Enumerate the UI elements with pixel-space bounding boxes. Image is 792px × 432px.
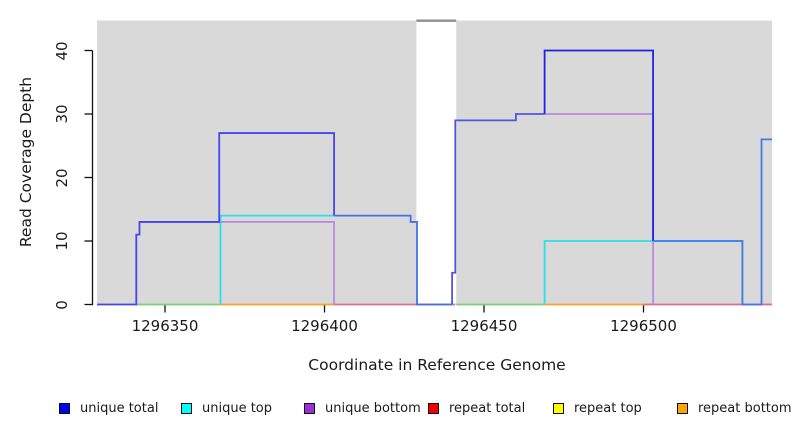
coverage-plot-canvas <box>84 19 773 313</box>
legend-item-repeat-bottom: repeat bottom <box>677 399 792 417</box>
legend-item-unique-total: unique total <box>59 399 158 417</box>
legend-label: unique top <box>202 400 273 416</box>
x-axis-title: Coordinate in Reference Genome <box>308 356 566 374</box>
y-tick-label: 40 <box>53 40 71 61</box>
plot-background-panel <box>456 20 773 306</box>
legend-label: repeat top <box>574 400 642 416</box>
legend-swatch-icon <box>181 402 192 414</box>
unique-total-seg5-line <box>653 138 773 306</box>
unique-top-left-line <box>219 214 335 305</box>
legend-item-unique-bottom: unique bottom <box>304 399 421 417</box>
legend-swatch-icon <box>428 402 439 414</box>
x-tick-label: 1296450 <box>450 317 518 335</box>
legend-item-unique-top: unique top <box>181 399 272 417</box>
unique-total-seg4-line <box>543 49 654 241</box>
legend-swatch-icon <box>553 402 564 414</box>
legend-swatch-icon <box>59 402 70 414</box>
y-tick-label: 20 <box>53 167 71 188</box>
legend-swatch-icon <box>304 402 315 414</box>
y-tick-label: 0 <box>53 299 71 310</box>
y-tick-label: 30 <box>53 104 71 124</box>
legend-swatch-icon <box>677 402 688 414</box>
legend-item-repeat-total: repeat total <box>428 399 525 417</box>
legend-item-repeat-top: repeat top <box>553 399 642 417</box>
legend-label: unique total <box>80 400 159 416</box>
plot-background-panel <box>97 20 417 306</box>
y-axis-title: Read Coverage Depth <box>17 76 35 248</box>
x-tick-label: 1296350 <box>131 317 199 335</box>
unique-total-seg1-line <box>97 132 335 306</box>
legend-label: repeat bottom <box>698 400 792 416</box>
legend: unique total unique top unique bottom repea… <box>0 399 792 421</box>
x-tick-label: 1296400 <box>291 317 358 335</box>
unique-total-seg3-line <box>451 113 545 305</box>
x-tick-label: 1296500 <box>610 317 677 335</box>
y-tick-label: 10 <box>53 231 71 251</box>
unique-total-seg2-line <box>334 214 453 306</box>
legend-label: repeat total <box>449 400 526 416</box>
legend-label: unique bottom <box>325 400 421 416</box>
